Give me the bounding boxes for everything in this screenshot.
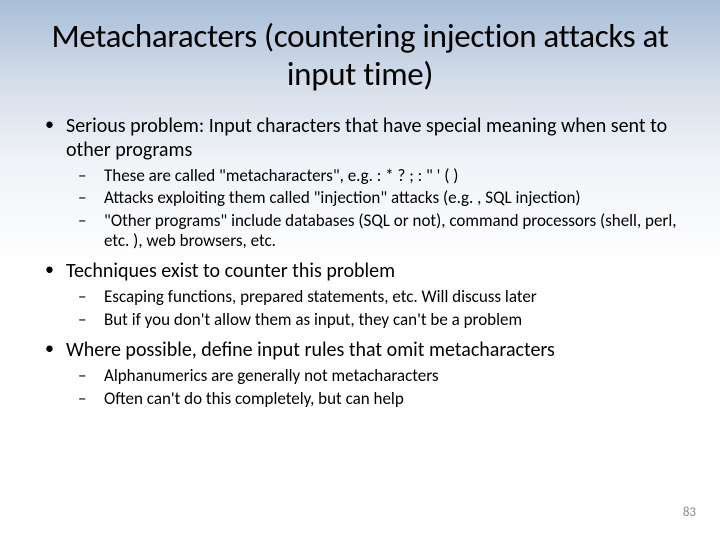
bullet-group-1: Techniques exist to counter this problem… [30,259,690,330]
slide-title: Metacharacters (countering injection att… [30,18,690,94]
bullet-l1: Techniques exist to counter this problem [30,259,690,283]
bullet-group-2: Where possible, define input rules that … [30,338,690,409]
bullet-l1: Serious problem: Input characters that h… [30,114,690,162]
slide-container: Metacharacters (countering injection att… [0,0,720,437]
bullet-group-0: Serious problem: Input characters that h… [30,114,690,252]
bullet-l2: "Other programs" include databases (SQL … [30,211,690,252]
bullet-l2: These are called "metacharacters", e.g. … [30,166,690,186]
bullet-l2: Attacks exploiting them called "injectio… [30,188,690,208]
bullet-l2: Alphanumerics are generally not metachar… [30,366,690,386]
bullet-l2: Escaping functions, prepared statements,… [30,287,690,307]
bullet-l2: Often can't do this completely, but can … [30,389,690,409]
bullet-l2: But if you don't allow them as input, th… [30,310,690,330]
page-number: 83 [683,505,696,520]
bullet-l1: Where possible, define input rules that … [30,338,690,362]
